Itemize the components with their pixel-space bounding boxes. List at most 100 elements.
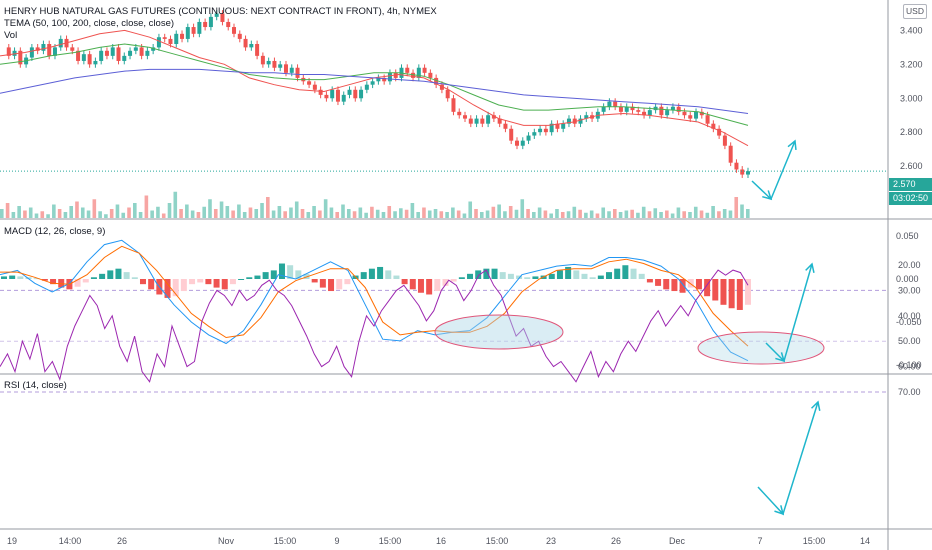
volume-bar xyxy=(410,203,415,218)
candle-body xyxy=(705,115,710,124)
volume-bar xyxy=(532,212,536,218)
volume-bar xyxy=(115,204,120,218)
macd-histogram-bar xyxy=(385,270,392,279)
candle-body xyxy=(76,50,81,61)
candle-body xyxy=(70,47,75,51)
volume-bar xyxy=(335,212,340,218)
volume-bar xyxy=(641,206,646,218)
candle-body xyxy=(566,118,571,124)
macd-histogram-bar xyxy=(139,279,146,285)
macd-histogram-bar xyxy=(360,272,367,279)
time-tick-label: 14 xyxy=(860,536,870,546)
candle-body xyxy=(457,111,462,116)
candle-body xyxy=(543,128,548,133)
macd-legend[interactable]: MACD (12, 26, close, 9) xyxy=(4,226,106,237)
macd-histogram-bar xyxy=(695,279,702,290)
macd-histogram-bar xyxy=(417,279,424,293)
volume-bar xyxy=(121,212,126,218)
macd-histogram-bar xyxy=(74,279,81,287)
volume-bar xyxy=(508,206,513,218)
volume-bar xyxy=(63,212,68,218)
macd-histogram-bar xyxy=(401,279,408,285)
volume-bar xyxy=(213,209,218,218)
candle-body xyxy=(428,72,433,78)
candle-body xyxy=(434,77,439,85)
candle-body xyxy=(330,89,335,99)
candle-body xyxy=(272,60,277,68)
candle-body xyxy=(694,111,699,119)
candle-body xyxy=(411,72,416,78)
candle-body xyxy=(618,106,623,112)
currency-badge[interactable]: USD xyxy=(903,4,927,19)
rsi-tick-label: 40.00 xyxy=(898,311,921,321)
candle-body xyxy=(341,94,346,102)
price-tick-label: 2.600 xyxy=(900,161,923,171)
macd-histogram-bar xyxy=(720,279,727,305)
volume-bar xyxy=(503,211,507,218)
volume-bar xyxy=(318,210,322,218)
macd-histogram-bar xyxy=(254,275,261,279)
macd-histogram-bar xyxy=(409,279,416,290)
macd-histogram-bar xyxy=(507,273,514,279)
macd-histogram-bar xyxy=(573,270,580,279)
macd-histogram-bar xyxy=(524,277,531,279)
macd-histogram-bar xyxy=(638,273,645,279)
tema-legend[interactable]: TEMA (50, 100, 200, close, close, close) xyxy=(4,18,175,29)
volume-bar xyxy=(740,204,744,218)
candle-body xyxy=(711,123,716,129)
volume-bar xyxy=(682,211,686,218)
volume-bar xyxy=(5,203,10,218)
annotation-arrow xyxy=(757,401,819,516)
macd-histogram-bar xyxy=(483,268,490,279)
volume-legend[interactable]: Vol xyxy=(4,30,18,41)
candle-body xyxy=(214,13,219,17)
volume-bar xyxy=(23,210,27,218)
volume-bar xyxy=(479,212,484,218)
candle-body xyxy=(642,111,647,116)
candle-body xyxy=(578,118,583,124)
macd-histogram-bar xyxy=(1,276,7,279)
candle-body xyxy=(509,128,514,141)
volume-bar xyxy=(572,206,577,218)
volume-bar xyxy=(231,210,235,218)
volume-bar xyxy=(422,207,426,218)
volume-bar xyxy=(283,211,287,218)
volume-bar xyxy=(399,208,403,218)
macd-tick-label: 0.000 xyxy=(896,274,919,284)
candle-body xyxy=(613,101,618,107)
rsi-tick-label: 70.00 xyxy=(898,387,921,397)
volume-bar xyxy=(688,212,692,218)
macd-histogram-bar xyxy=(475,270,482,279)
volume-bar xyxy=(584,212,588,218)
macd-histogram-bar xyxy=(704,279,711,297)
candle-body xyxy=(87,54,92,65)
candle-body xyxy=(647,110,652,116)
signal-line xyxy=(0,245,749,347)
time-tick-label: 26 xyxy=(117,536,127,546)
macd-histogram-bar xyxy=(712,279,719,301)
price-tick-label: 3.200 xyxy=(900,59,923,69)
macd-histogram-bar xyxy=(728,279,735,309)
macd-histogram-bar xyxy=(270,270,277,279)
candle-body xyxy=(549,123,554,133)
candle-body xyxy=(347,89,352,95)
volume-bar xyxy=(560,212,565,218)
macd-histogram-bar xyxy=(295,270,302,279)
candle-body xyxy=(364,84,369,90)
volume-bar xyxy=(491,206,496,218)
candle-body xyxy=(555,123,560,129)
macd-histogram-bar xyxy=(278,263,285,279)
candle-body xyxy=(312,84,317,90)
volume-bar xyxy=(451,207,455,218)
candle-body xyxy=(226,21,231,28)
volume-bar xyxy=(17,206,21,218)
macd-histogram-bar xyxy=(434,279,441,292)
candle-body xyxy=(191,27,196,34)
candle-body xyxy=(497,118,502,124)
volume-bar xyxy=(225,206,230,218)
rsi-legend[interactable]: RSI (14, close) xyxy=(4,380,67,391)
volume-bar xyxy=(248,207,253,218)
volume-bar xyxy=(387,206,392,218)
volume-bar xyxy=(144,195,149,218)
annotation-arrowhead xyxy=(805,262,815,273)
